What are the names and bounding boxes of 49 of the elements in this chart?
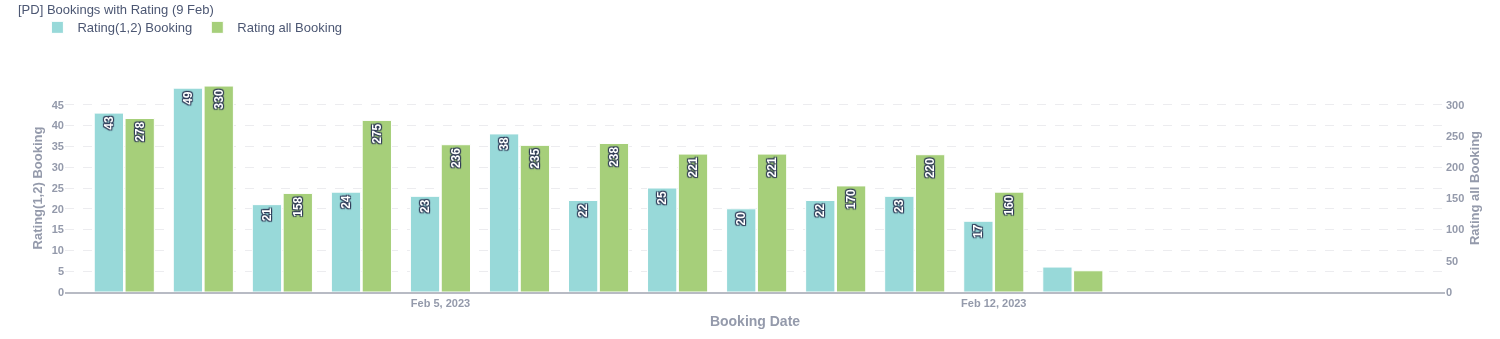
data-label: 20	[734, 211, 749, 226]
y-axis-title: Rating(1,2) Booking	[29, 126, 45, 250]
data-label: 160	[1002, 195, 1017, 216]
data-label: 23	[892, 199, 907, 213]
data-label: 238	[606, 146, 621, 167]
y2-tick-label: 300	[1446, 98, 1465, 111]
legend-label: Rating all Booking	[237, 20, 343, 36]
y2-tick-label: 150	[1446, 192, 1465, 205]
data-label: 43	[101, 116, 116, 130]
y-tick-label: 35	[51, 140, 64, 153]
y2-tick-label: 50	[1446, 254, 1459, 267]
y-tick-label: 40	[51, 119, 64, 132]
data-label: 49	[180, 91, 195, 105]
y2-axis-title: Rating all Booking	[1466, 130, 1482, 246]
y-tick-label: 20	[51, 202, 64, 215]
data-label: 236	[448, 147, 463, 169]
legend-label: Rating(1,2) Booking	[77, 20, 193, 36]
y2-tick-label: 100	[1446, 223, 1465, 236]
x-axis-title: Booking Date	[709, 312, 801, 329]
data-label: 21	[259, 207, 274, 222]
y-tick-label: 30	[51, 161, 64, 174]
data-label: 25	[655, 191, 670, 205]
y-tick-label: 25	[51, 181, 64, 194]
y-tick-label: 45	[51, 98, 64, 111]
y-tick-label: 15	[51, 223, 64, 236]
y2-tick-label: 250	[1446, 129, 1465, 142]
data-label: 220	[923, 157, 938, 179]
y2-tick-label: 200	[1446, 161, 1465, 174]
chart-title: [PD] Bookings with Rating (9 Feb)	[18, 2, 214, 18]
data-label: 221	[765, 157, 780, 178]
y-tick-label: 0	[57, 285, 64, 298]
y-tick-label: 5	[57, 265, 64, 278]
data-label: 158	[290, 196, 305, 217]
data-label: 330	[211, 89, 226, 110]
data-label: 23	[418, 199, 433, 213]
data-label: 221	[686, 157, 701, 178]
data-label: 170	[844, 188, 859, 210]
x-tick-label: Feb 5, 2023	[410, 296, 471, 309]
data-label: 278	[132, 121, 147, 142]
data-label: 235	[527, 148, 542, 169]
data-label: 38	[497, 136, 512, 151]
data-label: 22	[813, 203, 828, 218]
y-tick-label: 10	[51, 244, 64, 257]
y2-tick-label: 0	[1446, 285, 1453, 298]
x-tick-label: Feb 12, 2023	[961, 296, 1027, 309]
data-label: 24	[339, 195, 354, 209]
data-label: 22	[576, 203, 591, 218]
data-label: 275	[369, 123, 384, 144]
data-label: 17	[971, 224, 986, 238]
